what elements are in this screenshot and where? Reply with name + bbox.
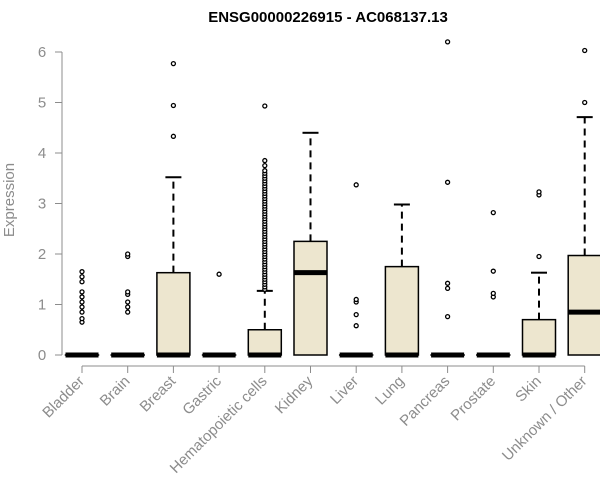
x-tick-label: Pancreas	[397, 373, 454, 430]
outlier-point	[79, 269, 85, 275]
outlier-point	[170, 102, 177, 109]
outlier-point	[79, 309, 85, 315]
outlier-point	[444, 39, 451, 45]
box-group	[201, 271, 237, 358]
outlier-point	[125, 304, 131, 310]
y-tick-label: 5	[38, 95, 46, 112]
outlier-point	[125, 289, 131, 295]
x-tick-label: Skin	[512, 373, 545, 406]
outlier-point	[582, 99, 588, 106]
outlier-point	[79, 289, 85, 295]
y-tick-label: 6	[38, 44, 46, 61]
y-axis-label: Expression	[1, 163, 18, 237]
y-axis: 0 1 2 3 4 5 6	[38, 44, 63, 364]
box-group	[567, 47, 600, 356]
x-tick-label: Brain	[97, 373, 134, 410]
outlier-point	[79, 304, 85, 310]
box-iqr	[567, 254, 600, 356]
outlier-point	[490, 290, 496, 297]
outlier-point	[79, 299, 85, 305]
x-tick-label: Unknown / Other	[499, 373, 591, 465]
outlier-point	[444, 313, 451, 320]
outlier-point	[444, 179, 451, 185]
y-tick-label: 2	[38, 246, 46, 263]
y-tick-label: 0	[38, 347, 46, 364]
y-tick-label: 1	[38, 297, 46, 314]
box-group	[476, 209, 511, 358]
box-group	[156, 60, 191, 358]
box-group	[293, 131, 328, 356]
outlier-point	[582, 47, 588, 54]
box-group	[64, 269, 100, 358]
outlier-point	[125, 309, 131, 315]
outlier-point	[79, 315, 85, 322]
box-iqr	[384, 265, 420, 356]
box-iqr	[293, 240, 328, 356]
box-group	[110, 251, 145, 358]
outlier-point	[125, 251, 131, 257]
box-iqr	[247, 329, 283, 356]
outlier-point	[536, 253, 542, 260]
x-tick-label: Gastric	[179, 372, 225, 418]
outlier-point	[216, 271, 222, 277]
outlier-point	[444, 280, 451, 286]
outlier-point	[79, 274, 85, 280]
x-tick-label: Kidney	[272, 372, 317, 417]
outlier-point	[170, 133, 177, 139]
outlier-point	[536, 189, 542, 195]
outlier-point	[262, 103, 268, 109]
box-group	[338, 182, 374, 358]
outlier-point	[170, 60, 177, 67]
outlier-point	[353, 296, 359, 303]
box-iqr	[156, 271, 191, 356]
x-tick-label: Bladder	[39, 373, 88, 422]
x-tick-label: Prostate	[448, 373, 500, 425]
outlier-point	[490, 268, 496, 274]
x-tick-label: Breast	[137, 372, 180, 415]
box-group	[521, 189, 557, 358]
outlier-point	[262, 162, 268, 169]
outlier-point	[262, 157, 268, 164]
x-tick-label: Liver	[327, 373, 362, 408]
outlier-point	[125, 299, 131, 305]
box-group	[384, 203, 420, 358]
outlier-point	[262, 168, 268, 174]
boxes-layer	[64, 39, 600, 358]
outlier-point	[353, 182, 359, 188]
chart-title: ENSG00000226915 - AC068137.13	[208, 9, 448, 26]
outlier-point	[353, 311, 359, 318]
outlier-point	[79, 279, 85, 285]
outlier-point	[444, 285, 451, 291]
box-iqr	[521, 318, 557, 356]
box-group	[247, 103, 283, 358]
box-group	[430, 39, 465, 358]
y-tick-label: 4	[38, 145, 46, 162]
y-tick-label: 3	[38, 196, 46, 213]
outlier-point	[353, 323, 359, 329]
x-tick-label: Lung	[372, 373, 408, 409]
outlier-point	[490, 209, 496, 216]
outlier-point	[79, 294, 85, 300]
